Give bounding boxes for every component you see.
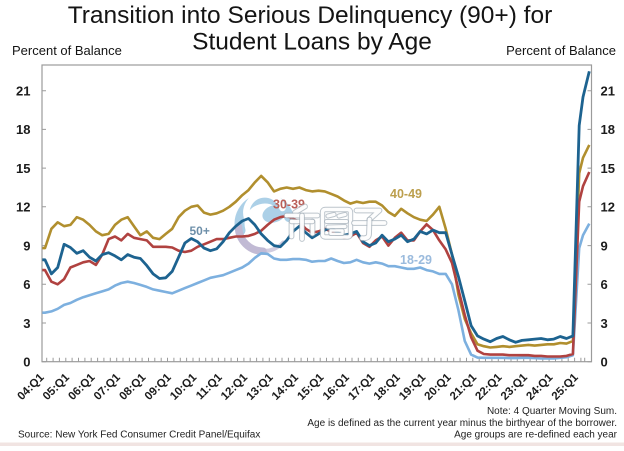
svg-text:3: 3: [601, 316, 608, 331]
svg-text:Transition into Serious Delinq: Transition into Serious Delinquency (90+…: [68, 2, 553, 29]
svg-text:9: 9: [601, 238, 608, 253]
svg-text:0: 0: [601, 355, 608, 370]
svg-text:Student Loans by Age: Student Loans by Age: [192, 29, 432, 56]
svg-text:21: 21: [601, 84, 615, 99]
svg-text:40-49: 40-49: [390, 187, 422, 201]
svg-text:6: 6: [23, 277, 30, 292]
svg-text:0: 0: [23, 355, 30, 370]
svg-text:15: 15: [16, 161, 30, 176]
svg-text:18: 18: [601, 122, 615, 137]
svg-text:15: 15: [601, 161, 615, 176]
svg-text:50+: 50+: [190, 224, 210, 238]
svg-text:18: 18: [16, 122, 30, 137]
svg-text:18-29: 18-29: [400, 253, 432, 267]
svg-text:Source: New York Fed Consumer: Source: New York Fed Consumer Credit Pan…: [18, 430, 260, 441]
svg-text:Age groups are re-defined each: Age groups are re-defined each year: [454, 430, 618, 441]
svg-text:9: 9: [23, 238, 30, 253]
svg-text:Note: 4 Quarter Moving Sum.: Note: 4 Quarter Moving Sum.: [487, 406, 617, 417]
svg-text:Percent of Balance: Percent of Balance: [12, 43, 122, 58]
svg-text:21: 21: [16, 84, 30, 99]
svg-text:Percent of Balance: Percent of Balance: [506, 43, 616, 58]
svg-text:3: 3: [23, 316, 30, 331]
svg-text:6: 6: [601, 277, 608, 292]
svg-text:12: 12: [16, 200, 30, 215]
svg-text:12: 12: [601, 200, 615, 215]
svg-text:Age is defined as the current: Age is defined as the current year minus…: [307, 418, 617, 429]
